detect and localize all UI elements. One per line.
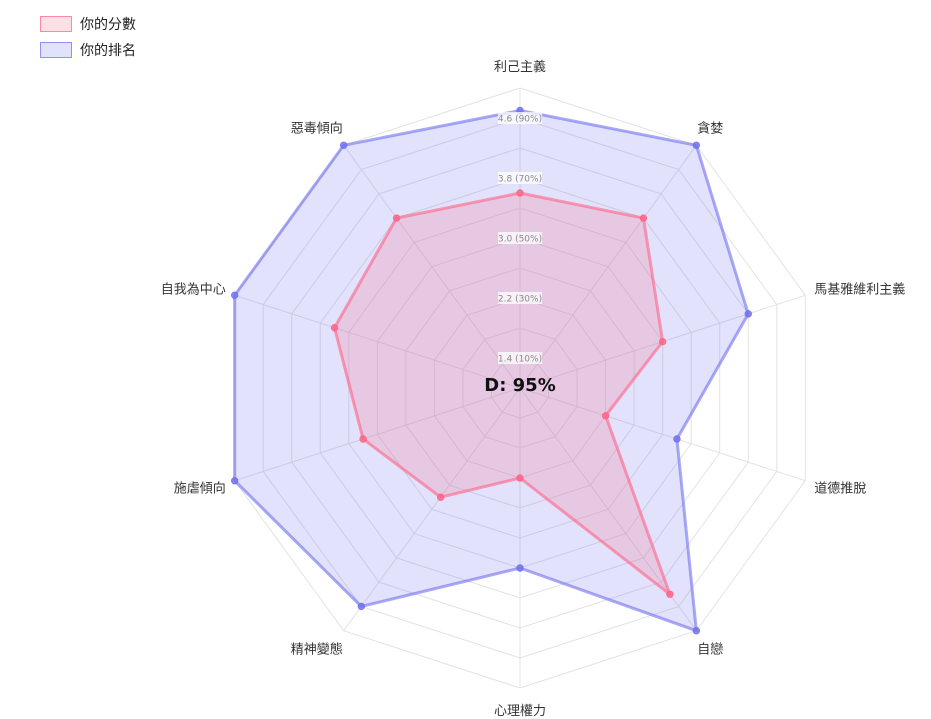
data-point[interactable] <box>330 324 339 332</box>
axis-label: 貪婪 <box>697 120 723 136</box>
data-point[interactable] <box>339 141 348 149</box>
tick-label: 4.6 (90%) <box>498 115 542 125</box>
data-point[interactable] <box>639 214 648 222</box>
grid-spoke <box>519 145 697 389</box>
axis-label: 精神變態 <box>291 642 343 658</box>
axis-label: 道德推脫 <box>814 482 866 497</box>
tick-label-bg <box>498 352 542 364</box>
grid-spoke <box>234 294 521 389</box>
tick-label-bg <box>498 292 542 304</box>
tick-label: 3.0 (50%) <box>498 235 542 245</box>
tick-label-bg <box>498 172 542 184</box>
axis-label: 自戀 <box>697 642 723 658</box>
legend: 你的分數 你的排名 <box>40 11 136 63</box>
grid-spoke <box>343 387 521 631</box>
axis-label: 利己主義 <box>494 59 546 75</box>
data-point[interactable] <box>436 493 445 501</box>
axis-label: 心理權力 <box>494 704 546 719</box>
data-point[interactable] <box>601 412 610 420</box>
data-point[interactable] <box>692 627 701 635</box>
data-point[interactable] <box>516 189 524 197</box>
grid-spoke <box>519 387 806 482</box>
radar-grid <box>234 87 806 689</box>
legend-swatch-score <box>40 16 72 32</box>
grid-spoke <box>343 145 521 389</box>
data-point[interactable] <box>516 474 524 482</box>
data-point[interactable] <box>230 291 239 299</box>
data-point[interactable] <box>230 477 239 485</box>
legend-swatch-rank <box>40 42 72 58</box>
legend-item-score[interactable]: 你的分數 <box>40 11 136 37</box>
data-point[interactable] <box>673 435 681 443</box>
data-point[interactable] <box>357 602 365 611</box>
tick-label: 1.4 (10%) <box>498 355 542 365</box>
tick-label-bg <box>498 232 542 244</box>
data-point[interactable] <box>692 141 701 149</box>
axis-label: 施虐傾向 <box>174 481 226 497</box>
radar-tick-labels: 1.4 (10%) 2.2 (30%) 3.0 (50%) 3.8 (70%) 4.6 … <box>498 112 542 365</box>
data-point[interactable] <box>359 435 367 443</box>
tick-label: 2.2 (30%) <box>498 295 542 305</box>
data-point[interactable] <box>744 310 752 318</box>
tick-label-bg <box>498 112 542 124</box>
legend-label-rank: 你的排名 <box>80 43 136 59</box>
data-point[interactable] <box>666 590 674 598</box>
axis-label: 馬基雅維利主義 <box>814 281 905 297</box>
data-point[interactable] <box>658 337 667 346</box>
legend-label-score: 你的分數 <box>80 17 136 33</box>
tick-label: 3.8 (70%) <box>498 175 542 185</box>
axis-label: 惡毒傾向 <box>291 120 343 136</box>
data-point[interactable] <box>516 564 524 572</box>
grid-spoke <box>234 387 521 482</box>
radar-series <box>230 106 752 635</box>
axis-label: 自我為中心 <box>161 281 226 297</box>
center-score-label: D: 95% <box>484 375 556 396</box>
data-point[interactable] <box>392 214 401 222</box>
legend-item-rank[interactable]: 你的排名 <box>40 37 136 63</box>
